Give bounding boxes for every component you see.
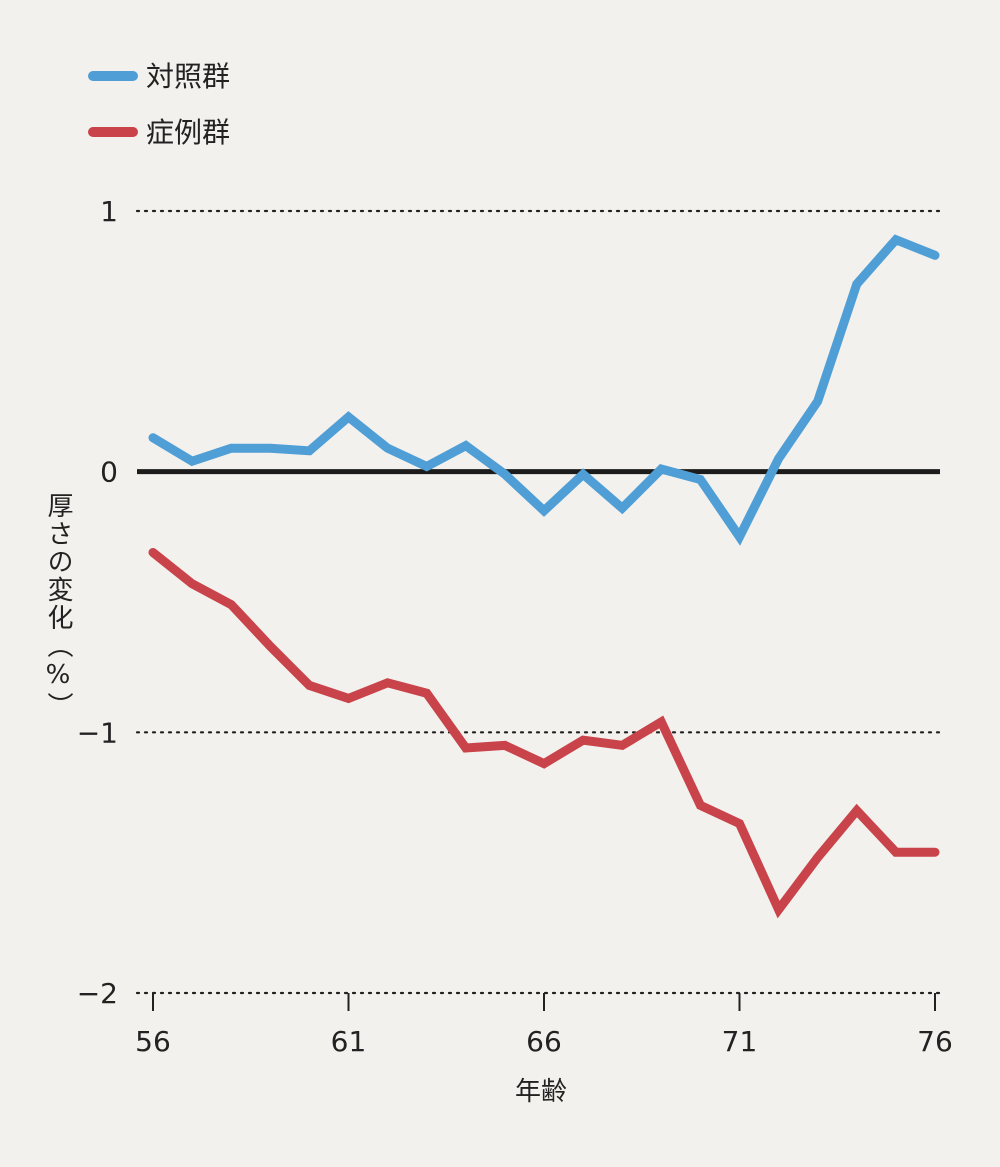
legend-label: 対照群	[146, 60, 230, 93]
series-line-2	[148, 547, 940, 919]
x-tick-label: 61	[331, 1025, 367, 1058]
y-axis-title-text: 厚さの変化（%）	[43, 492, 73, 720]
series-line-1	[148, 234, 940, 546]
x-axis: 56 61 66 71 76	[135, 993, 953, 1058]
gridlines	[135, 209, 942, 995]
series-lines	[148, 234, 940, 919]
y-axis: 1 0 −1 −2	[77, 195, 118, 1010]
y-axis-title: 厚さの変化（%）	[43, 492, 73, 720]
x-tick-label: 71	[722, 1025, 758, 1058]
legend-label: 症例群	[146, 116, 230, 149]
y-tick-label: −2	[77, 977, 118, 1010]
x-tick-label: 56	[135, 1025, 171, 1058]
x-tick-label: 66	[526, 1025, 562, 1058]
x-axis-title: 年齢	[515, 1077, 567, 1107]
x-tick-label: 76	[917, 1025, 953, 1058]
y-tick-label: 0	[100, 456, 118, 489]
y-tick-label: 1	[100, 195, 118, 228]
y-tick-label: −1	[77, 716, 118, 749]
